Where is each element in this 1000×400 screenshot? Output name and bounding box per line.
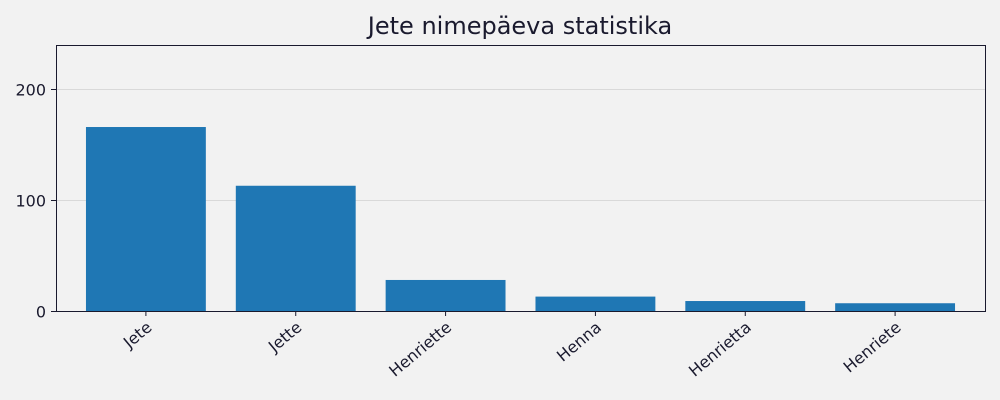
bar-henna [535,296,656,311]
chart-title: Jete nimepäeva statistika [366,12,672,40]
x-tick-label: Henriette [385,318,455,381]
bar-henrietta [685,301,806,311]
bar-henriette [385,279,506,311]
x-axis: Jete Jette Henriette Henna Henrietta Henriete [119,311,905,380]
y-axis: 0 100 200 [15,81,56,322]
x-tick-label: Henriete [840,318,905,377]
grid-lines [56,89,985,201]
bar-henriete [835,303,956,311]
x-tick-label: Jete [119,318,155,353]
bar-jette [235,185,356,311]
bars [85,127,956,312]
x-tick-label: Henrietta [685,318,755,381]
plot-frame [56,45,986,312]
x-tick-label: Jette [264,318,305,357]
y-tick-label: 100 [15,192,46,211]
y-tick-label: 0 [36,303,46,322]
bar-jete [85,127,206,312]
y-tick-label: 200 [15,81,46,100]
x-tick-label: Henna [553,318,605,366]
